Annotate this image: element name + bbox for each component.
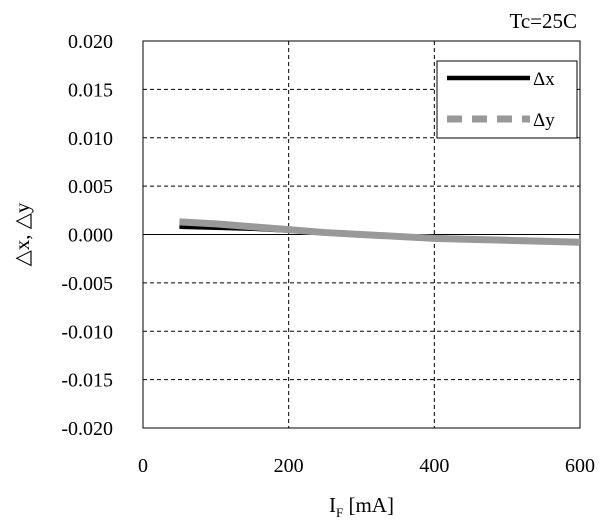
y-tick-labels: 0.020 0.015 0.010 0.005 0.000 -0.005 -0.010 -0.… [61, 31, 113, 440]
x-axis-label: IF [mA] [329, 493, 394, 520]
series-layer [179, 218, 581, 246]
x-tick-labels: 0 200 400 600 [138, 455, 595, 477]
y-tick-label: -0.015 [61, 370, 113, 392]
legend-label-dx: Δx [533, 69, 555, 90]
series-line-dy [179, 218, 581, 246]
legend-box [436, 60, 578, 139]
legend-label-dy: Δy [533, 110, 555, 131]
y-axis-label: △x, △y [10, 202, 34, 266]
x-axis-label-unit: [mA] [343, 493, 394, 517]
x-tick-label: 400 [419, 455, 449, 477]
y-tick-label: -0.020 [61, 418, 113, 440]
x-tick-label: 200 [274, 455, 304, 477]
x-tick-label: 600 [565, 455, 595, 477]
y-tick-label: 0.000 [68, 225, 113, 247]
y-tick-label: 0.015 [68, 79, 113, 101]
grid [143, 41, 580, 428]
y-tick-label: 0.010 [68, 128, 113, 150]
legend: Δx Δy [436, 60, 578, 139]
y-tick-label: -0.005 [61, 273, 113, 295]
y-tick-label: 0.005 [68, 176, 113, 198]
chart-annotation: Tc=25C [509, 9, 577, 33]
x-axis-label-main: I [329, 493, 336, 517]
x-tick-label: 0 [138, 455, 148, 477]
x-axis-label-subscript: F [336, 505, 343, 520]
y-tick-label: -0.010 [61, 321, 113, 343]
y-tick-label: 0.020 [68, 31, 113, 53]
